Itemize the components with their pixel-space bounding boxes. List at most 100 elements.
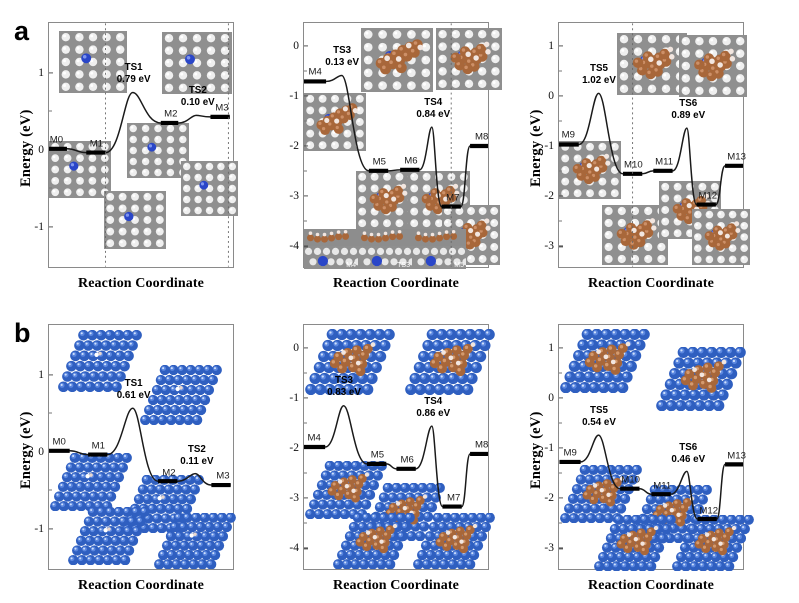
state-label-M8: M8 <box>474 131 489 143</box>
state-label-M6: M6 <box>404 155 418 167</box>
M10-structure <box>602 205 668 265</box>
state-label-M10: M10 <box>621 474 640 486</box>
structure-render <box>656 347 746 411</box>
y-tick-minor <box>559 120 562 122</box>
y-tick-label: 0 <box>38 445 44 458</box>
structure-render <box>408 171 470 229</box>
M5-structure <box>332 513 416 569</box>
y-tick-minor <box>559 522 562 524</box>
ts-barrier: 0.79 eV <box>116 73 151 85</box>
y-tick-minor <box>304 120 307 122</box>
ts-name: TS6 <box>679 441 698 453</box>
y-tick-minor <box>559 220 562 222</box>
transition-state-label-TS1: TS1 0.79 eV <box>117 62 151 86</box>
structure-render <box>305 329 395 395</box>
y-tick-mark <box>559 245 563 247</box>
ts-barrier: 1.02 eV <box>582 74 616 86</box>
y-tick-mark <box>304 145 308 147</box>
inset-caption: TS3 <box>397 262 410 269</box>
M5-structure <box>356 171 418 229</box>
structure-render <box>405 329 495 395</box>
y-tick-minor <box>559 70 562 72</box>
structure-render <box>436 28 502 90</box>
x-axis-title: Reaction Coordinate <box>78 578 204 593</box>
state-label-M3: M3 <box>215 102 229 114</box>
y-tick-label: -2 <box>289 442 299 454</box>
y-tick-label: 0 <box>548 391 554 404</box>
x-axis-title: Reaction Coordinate <box>588 276 714 291</box>
transition-state-label-TS4: TS4 0.86 eV <box>416 396 450 420</box>
state-label-M6: M6 <box>400 454 414 466</box>
y-tick-mark <box>304 245 308 247</box>
M0-structure <box>57 330 143 392</box>
figure-row-b: b 1 0 -1 M0 M1 M2 M3 TS1 0.61 eV TS2 0.11 eV Energy… <box>0 302 799 603</box>
M9-structure <box>559 329 651 393</box>
structure-render <box>333 513 415 569</box>
state-label-M1: M1 <box>89 138 104 150</box>
structure-render <box>692 209 750 265</box>
y-tick-minor <box>559 372 562 374</box>
state-label-M9: M9 <box>561 129 575 141</box>
structure-render <box>679 35 747 97</box>
y-tick-label: 1 <box>548 341 554 354</box>
structure-render <box>305 461 387 519</box>
ts-name: TS2 <box>187 443 206 455</box>
y-tick-minor <box>49 110 52 112</box>
M3-structure <box>153 513 237 569</box>
structure-render <box>104 191 166 249</box>
state-label-M3: M3 <box>216 470 230 482</box>
y-tick-mark <box>559 95 563 97</box>
x-axis-title: Reaction Coordinate <box>333 276 459 291</box>
y-tick-label: -3 <box>544 240 554 253</box>
y-tick-mark <box>304 44 308 47</box>
structure-render <box>412 229 466 269</box>
y-tick-label: 0 <box>293 39 299 52</box>
state-label-M13: M13 <box>727 151 746 163</box>
state-label-M5: M5 <box>372 156 386 168</box>
ts-name: TS4 <box>424 96 443 108</box>
y-tick-label: -1 <box>289 89 299 102</box>
state-label-M10: M10 <box>624 159 643 171</box>
panel-label-a: a <box>14 16 30 46</box>
y-tick-mark <box>559 497 563 499</box>
y-tick-minor <box>304 522 307 524</box>
side-view-M4: M4 <box>304 229 358 269</box>
transition-state-label-TS5: TS5 1.02 eV <box>582 63 616 87</box>
TS5-structure <box>655 347 747 411</box>
y-tick-minor <box>559 472 562 474</box>
ts-barrier: 0.83 eV <box>327 387 361 399</box>
side-view-M5: M5 <box>412 229 466 269</box>
state-label-M0: M0 <box>49 134 64 146</box>
plot-frame: 1 0 -1 -2 -3 M9 M10 M11 M12 M13 TS5 1.02 eV TS6 0.89 … <box>544 22 750 268</box>
state-label-M4: M4 <box>308 66 322 78</box>
y-tick-minor <box>304 70 307 72</box>
transition-state-label-TS1: TS1 0.61 eV <box>117 378 151 402</box>
ts-barrier: 0.13 eV <box>325 56 360 68</box>
panel-label-b: b <box>14 318 31 348</box>
energy-profile-curve <box>304 23 488 267</box>
y-tick-label: -4 <box>289 542 299 555</box>
x-axis-title: Reaction Coordinate <box>333 578 459 593</box>
state-label-M7: M7 <box>447 492 461 504</box>
ts-barrier: 0.84 eV <box>416 108 451 120</box>
y-tick-label: 0 <box>293 341 299 354</box>
y-tick-minor <box>559 422 562 424</box>
y-tick-mark <box>304 195 308 197</box>
x-axis-title: Reaction Coordinate <box>588 578 714 593</box>
y-tick-mark <box>559 547 563 549</box>
structure-render <box>162 32 232 94</box>
ts-barrier: 0.11 eV <box>180 455 214 467</box>
ts-barrier: 0.10 eV <box>180 97 215 109</box>
y-tick-minor <box>304 472 307 474</box>
state-label-M12: M12 <box>699 505 719 517</box>
transition-state-label-TS3: TS3 0.83 eV <box>327 375 361 399</box>
state-label-M8: M8 <box>474 439 489 451</box>
y-tick-mark <box>49 374 53 376</box>
y-tick-mark <box>559 346 563 349</box>
energy-profile-curve <box>49 23 230 267</box>
inset-caption: M5 <box>454 262 464 269</box>
y-tick-mark <box>559 195 563 197</box>
y-tick-minor <box>49 412 52 414</box>
y-tick-mark <box>304 497 308 499</box>
ts-name: TS3 <box>333 44 352 56</box>
